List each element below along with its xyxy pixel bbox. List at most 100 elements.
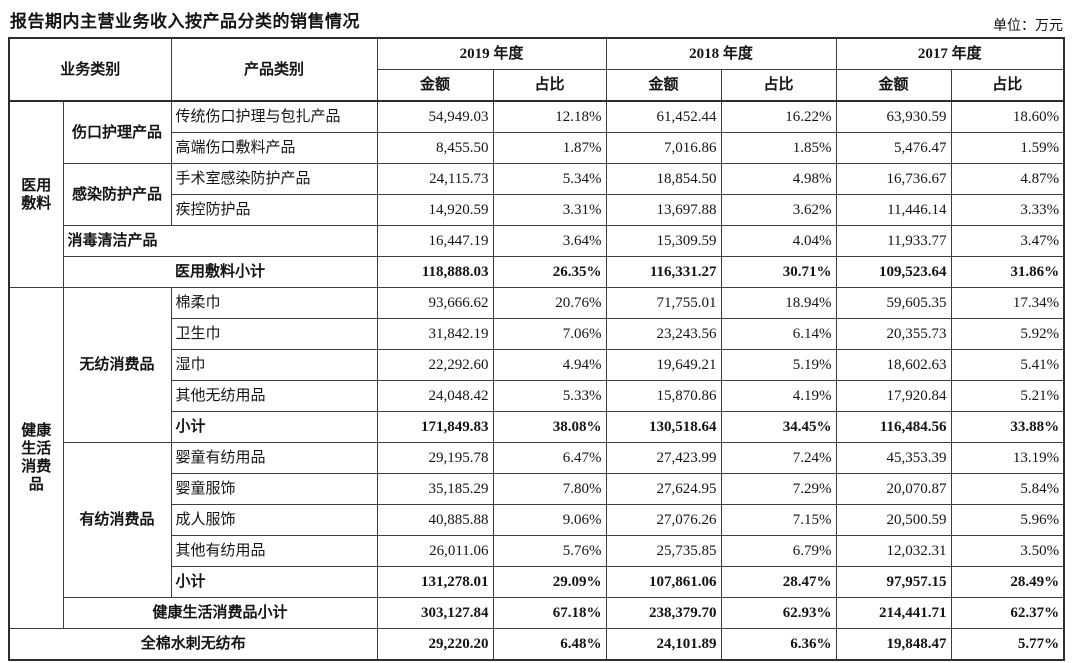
- ratio-2017-cell: 5.84%: [950, 473, 1065, 505]
- amount-2018-cell: 27,076.26: [605, 504, 722, 536]
- subtotal-row-medical-dressing: 医用敷料小计 118,888.03 26.35% 116,331.27 30.7…: [9, 256, 1065, 288]
- amount-2019-cell: 26,011.06: [376, 535, 494, 567]
- ratio-2017-cell: 28.49%: [950, 566, 1065, 598]
- ratio-2017-cell: 4.87%: [950, 163, 1065, 195]
- ratio-2019-cell: 6.48%: [492, 628, 607, 661]
- ratio-2019-cell: 26.35%: [492, 256, 607, 288]
- product-cell: 高端伤口敷料产品: [170, 132, 378, 164]
- group-cell-medical-dressing: 医用敷料: [8, 100, 64, 288]
- product-cell: 湿巾: [170, 349, 378, 381]
- ratio-2018-cell: 6.36%: [720, 628, 837, 661]
- product-cell: 成人服饰: [170, 504, 378, 536]
- amount-2017-cell: 97,957.15: [835, 566, 952, 598]
- table-row: 疾控防护品 14,920.59 3.31% 13,697.88 3.62% 11…: [9, 194, 1065, 226]
- amount-2018-cell: 15,870.86: [605, 380, 722, 412]
- table-row: 湿巾 22,292.60 4.94% 19,649.21 5.19% 18,60…: [9, 349, 1065, 381]
- amount-2018-cell: 116,331.27: [605, 256, 722, 288]
- ratio-2019-cell: 7.06%: [492, 318, 607, 350]
- amount-2018-cell: 61,452.44: [605, 100, 722, 133]
- amount-2017-cell: 45,353.39: [835, 442, 952, 474]
- amount-2019-cell: 93,666.62: [376, 287, 494, 319]
- amount-2019-cell: 118,888.03: [376, 256, 494, 288]
- amount-2017-cell: 11,933.77: [835, 225, 952, 257]
- subtotal-label-cell: 小计: [170, 411, 378, 443]
- ratio-2017-cell: 1.59%: [950, 132, 1065, 164]
- ratio-2018-cell: 4.04%: [720, 225, 837, 257]
- ratio-2018-cell: 7.24%: [720, 442, 837, 474]
- header-product-category: 产品类别: [170, 37, 378, 102]
- amount-2018-cell: 19,649.21: [605, 349, 722, 381]
- subtotal-row-woven: 小计 131,278.01 29.09% 107,861.06 28.47% 9…: [9, 566, 1065, 598]
- ratio-2018-cell: 16.22%: [720, 100, 837, 133]
- product-cell: 棉柔巾: [170, 287, 378, 319]
- ratio-2019-cell: 3.31%: [492, 194, 607, 226]
- ratio-2017-cell: 3.50%: [950, 535, 1065, 567]
- ratio-2019-cell: 5.76%: [492, 535, 607, 567]
- amount-2017-cell: 19,848.47: [835, 628, 952, 661]
- table-row: 成人服饰 40,885.88 9.06% 27,076.26 7.15% 20,…: [9, 504, 1065, 536]
- subtotal-label-cell: 小计: [170, 566, 378, 598]
- header-year-2019: 2019 年度: [376, 37, 607, 70]
- amount-2018-cell: 13,697.88: [605, 194, 722, 226]
- amount-2018-cell: 130,518.64: [605, 411, 722, 443]
- ratio-2019-cell: 7.80%: [492, 473, 607, 505]
- subtotal-label-cell: 医用敷料小计: [62, 256, 378, 288]
- ratio-2019-cell: 5.34%: [492, 163, 607, 195]
- table-row: 消毒清洁产品 16,447.19 3.64% 15,309.59 4.04% 1…: [9, 225, 1065, 257]
- amount-2017-cell: 16,736.67: [835, 163, 952, 195]
- amount-2019-cell: 16,447.19: [376, 225, 494, 257]
- product-cell: 婴童服饰: [170, 473, 378, 505]
- subtotal-label-cell: 健康生活消费品小计: [62, 597, 378, 629]
- ratio-2017-cell: 5.96%: [950, 504, 1065, 536]
- ratio-2017-cell: 62.37%: [950, 597, 1065, 629]
- ratio-2018-cell: 1.85%: [720, 132, 837, 164]
- ratio-2018-cell: 3.62%: [720, 194, 837, 226]
- table-row: 健康生活消费品 无纺消费品 棉柔巾 93,666.62 20.76% 71,75…: [8, 287, 1065, 629]
- ratio-2019-cell: 67.18%: [492, 597, 607, 629]
- amount-2019-cell: 8,455.50: [376, 132, 494, 164]
- table-row: 医用敷料 伤口护理产品 传统伤口护理与包扎产品 54,949.03 12.18%…: [8, 100, 1065, 288]
- ratio-2018-cell: 6.14%: [720, 318, 837, 350]
- ratio-2018-cell: 4.98%: [720, 163, 837, 195]
- ratio-2019-cell: 6.47%: [492, 442, 607, 474]
- amount-2017-cell: 5,476.47: [835, 132, 952, 164]
- subcategory-cell-nonwoven: 无纺消费品: [62, 287, 172, 443]
- amount-2019-cell: 24,048.42: [376, 380, 494, 412]
- subcategory-cell-disinfection: 消毒清洁产品: [62, 225, 378, 257]
- ratio-2018-cell: 30.71%: [720, 256, 837, 288]
- amount-2019-cell: 171,849.83: [376, 411, 494, 443]
- amount-2017-cell: 109,523.64: [835, 256, 952, 288]
- amount-2019-cell: 303,127.84: [376, 597, 494, 629]
- ratio-2018-cell: 28.47%: [720, 566, 837, 598]
- header-ratio-2019: 占比: [492, 69, 607, 102]
- table-row: 其他有纺用品 26,011.06 5.76% 25,735.85 6.79% 1…: [9, 535, 1065, 567]
- amount-2019-cell: 35,185.29: [376, 473, 494, 505]
- amount-2018-cell: 24,101.89: [605, 628, 722, 661]
- ratio-2018-cell: 6.79%: [720, 535, 837, 567]
- ratio-2017-cell: 3.33%: [950, 194, 1065, 226]
- ratio-2018-cell: 7.15%: [720, 504, 837, 536]
- ratio-2017-cell: 3.47%: [950, 225, 1065, 257]
- ratio-2018-cell: 5.19%: [720, 349, 837, 381]
- ratio-2019-cell: 12.18%: [492, 100, 607, 133]
- amount-2017-cell: 18,602.63: [835, 349, 952, 381]
- product-cell: 其他无纺用品: [170, 380, 378, 412]
- amount-2019-cell: 40,885.88: [376, 504, 494, 536]
- ratio-2019-cell: 5.33%: [492, 380, 607, 412]
- amount-2017-cell: 17,920.84: [835, 380, 952, 412]
- header-business-category: 业务类别: [8, 37, 172, 102]
- amount-2019-cell: 22,292.60: [376, 349, 494, 381]
- amount-2019-cell: 14,920.59: [376, 194, 494, 226]
- ratio-2017-cell: 13.19%: [950, 442, 1065, 474]
- category-label-cell: 全棉水刺无纺布: [8, 628, 378, 661]
- product-cell: 其他有纺用品: [170, 535, 378, 567]
- amount-2019-cell: 54,949.03: [376, 100, 494, 133]
- table-row: 婴童服饰 35,185.29 7.80% 27,624.95 7.29% 20,…: [9, 473, 1065, 505]
- amount-2017-cell: 59,605.35: [835, 287, 952, 319]
- amount-2018-cell: 27,423.99: [605, 442, 722, 474]
- ratio-2017-cell: 5.92%: [950, 318, 1065, 350]
- header-amount-2018: 金额: [605, 69, 722, 102]
- product-cell: 卫生巾: [170, 318, 378, 350]
- header-ratio-2017: 占比: [950, 69, 1065, 102]
- amount-2018-cell: 23,243.56: [605, 318, 722, 350]
